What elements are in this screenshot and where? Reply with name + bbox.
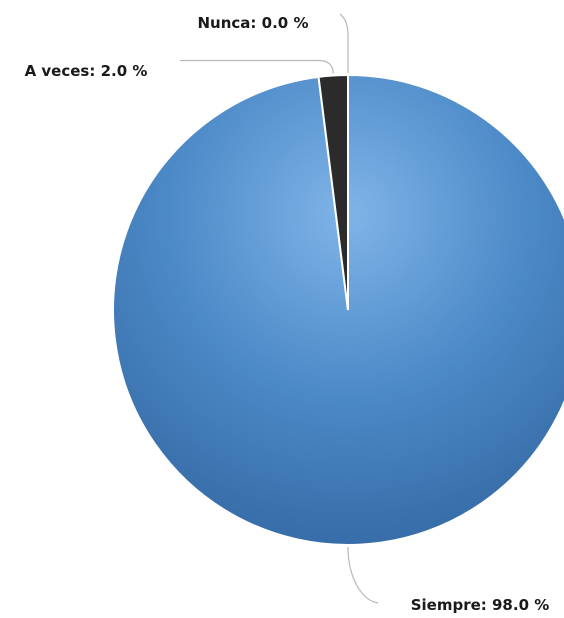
leader-lines [180,13,379,604]
slice-label-siempre: Siempre: 98.0 % [411,596,550,614]
leader-line-siempre [347,546,379,604]
pie-slices [112,73,564,546]
slice-label-nunca: Nunca: 0.0 % [198,14,309,32]
leader-line-a-veces [180,59,334,74]
slice-label-a-veces: A veces: 2.0 % [25,62,148,80]
pie-slice-siempre [112,73,564,546]
pie-slice-a-veces [317,73,349,311]
leader-line-nunca [339,13,349,73]
